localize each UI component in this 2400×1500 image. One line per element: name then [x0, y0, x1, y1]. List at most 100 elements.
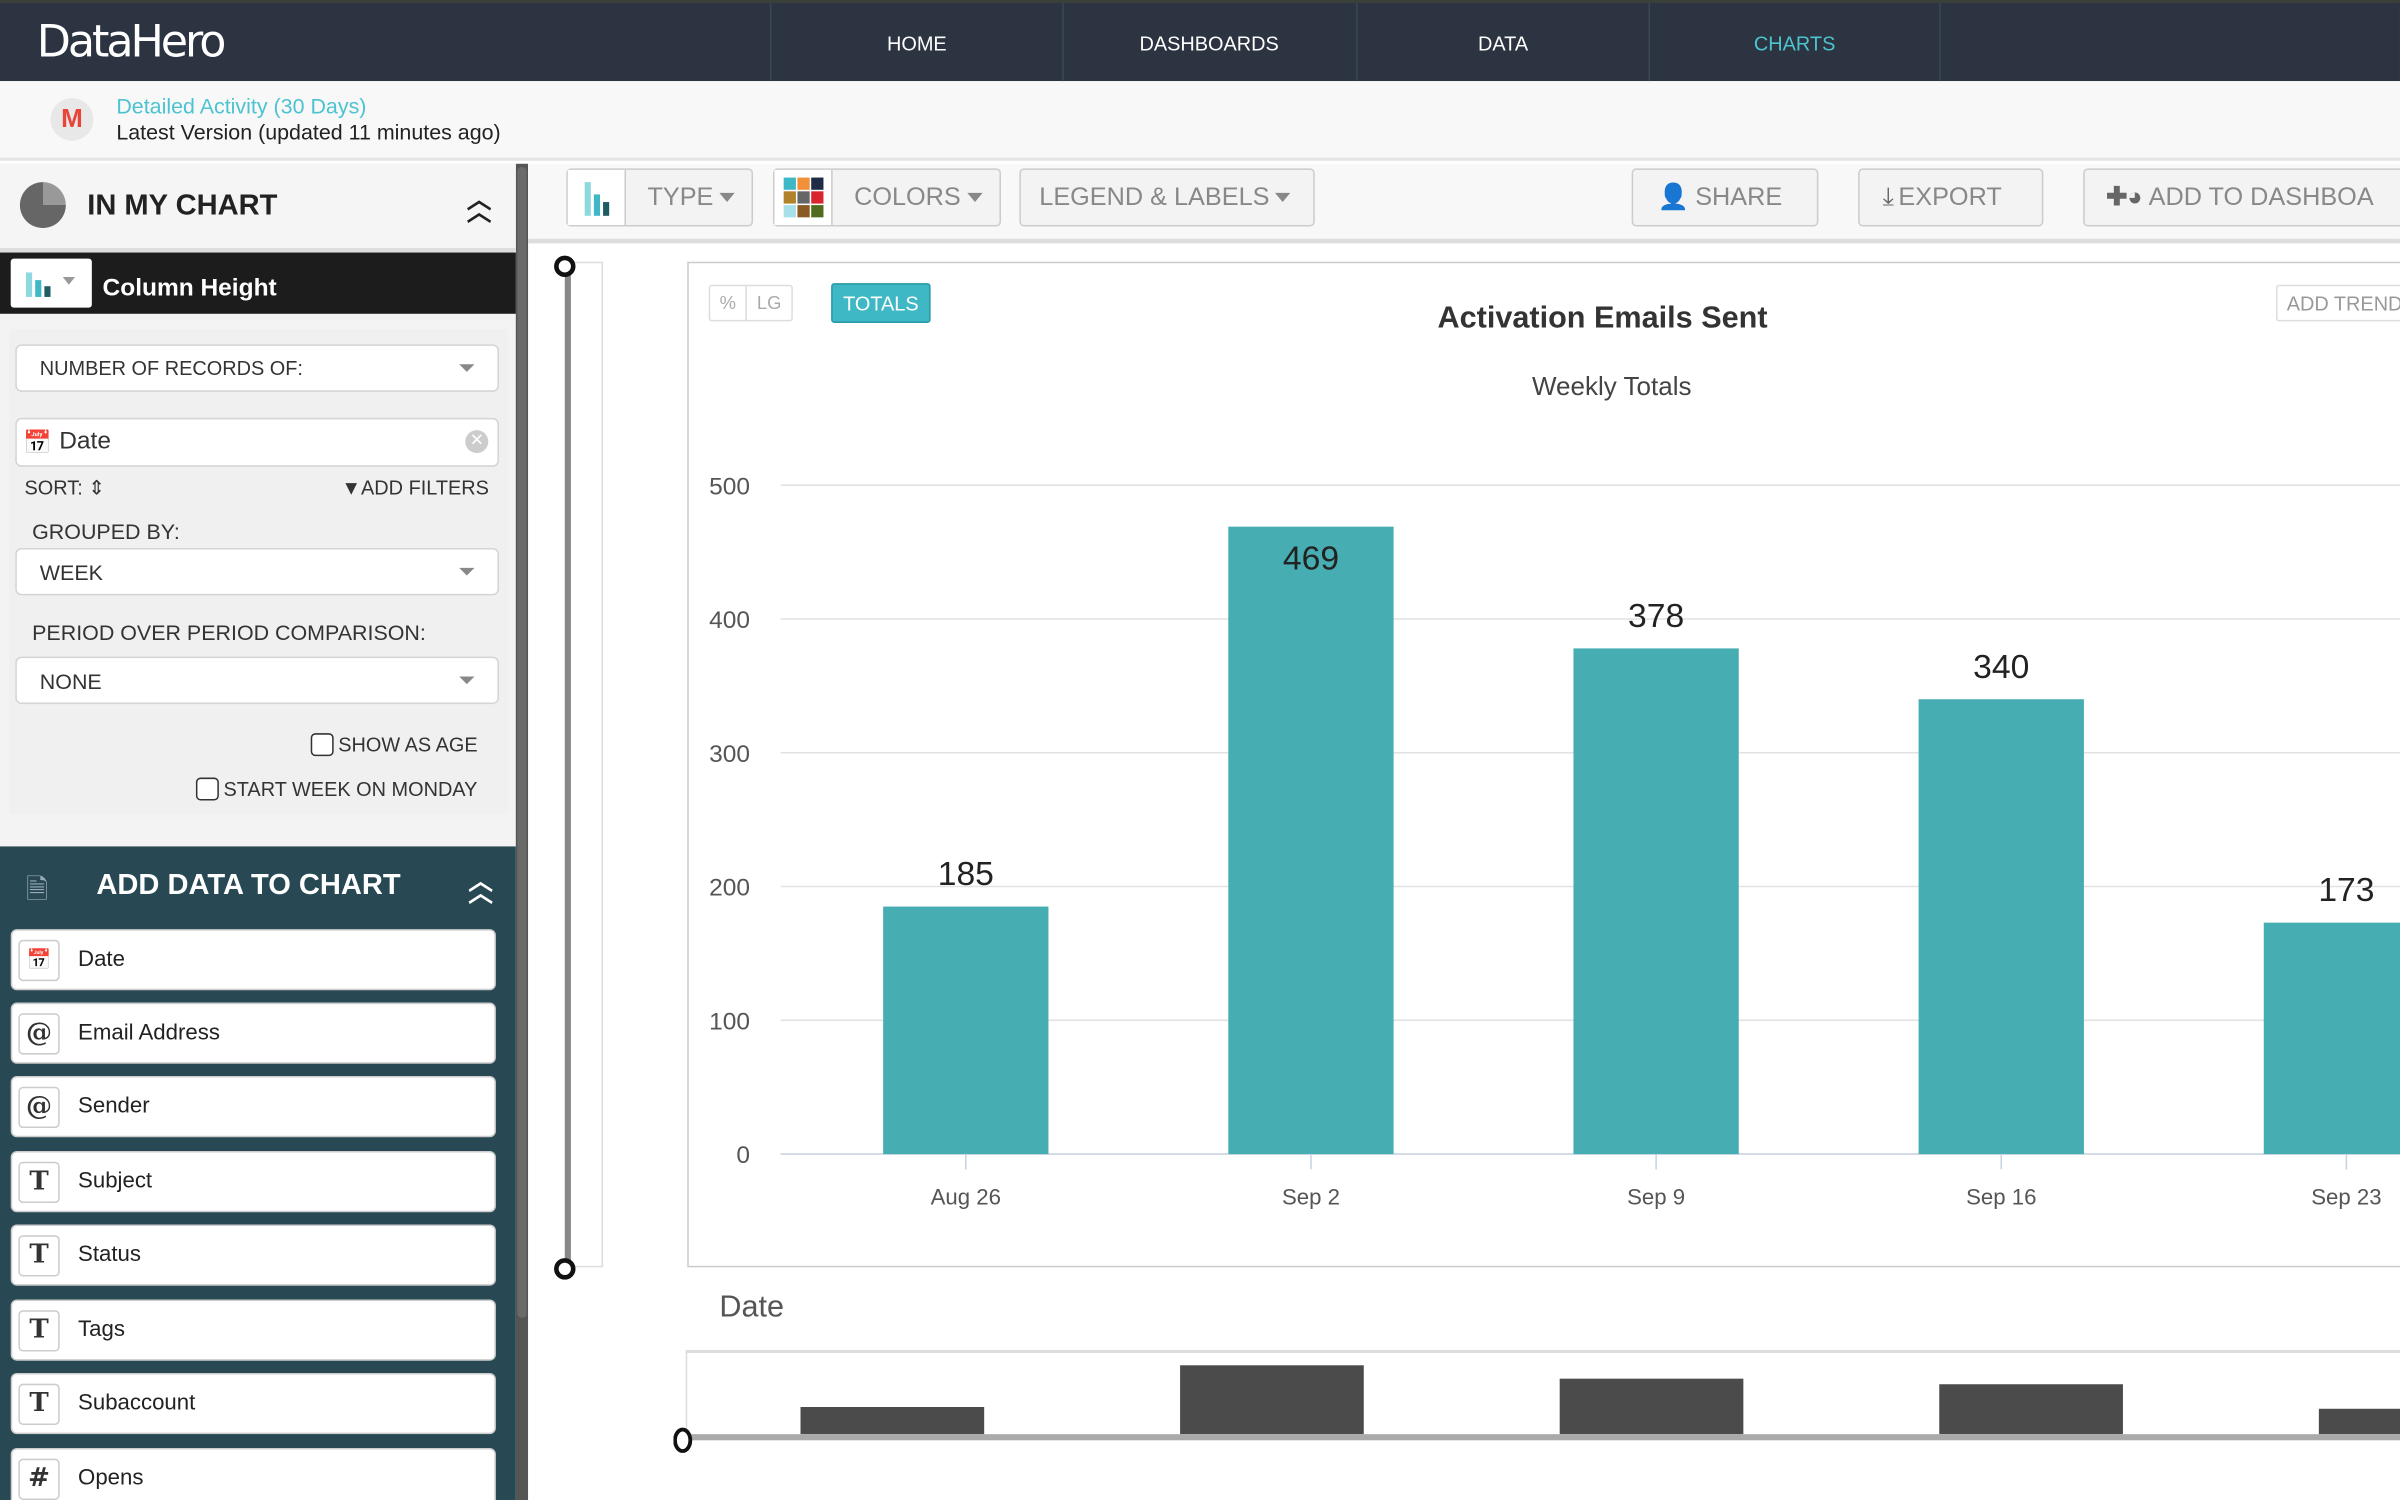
chevron-down-icon: [459, 364, 475, 372]
bar-chart-icon: [567, 169, 627, 225]
chart-title: Activation Emails Sent: [1437, 301, 1768, 336]
measure-value: NUMBER OF RECORDS OF:: [39, 356, 303, 380]
grouped-by-value: WEEK: [39, 559, 103, 584]
nav-dashboards[interactable]: DASHBOARDS: [1062, 3, 1354, 85]
vertical-range-slider[interactable]: [564, 267, 571, 1269]
data-label: 185: [938, 856, 994, 893]
add-filters-button[interactable]: ▼ADD FILTERS: [341, 476, 489, 499]
bar-chart: 0 100 200 300 400 500 Aug 26 185 Sep 2 469 Sep 9 37…: [709, 473, 2400, 1210]
field-item-date[interactable]: 📅 Date: [10, 929, 496, 991]
data-label: 340: [1973, 649, 2029, 686]
x-tick-label: Sep 9: [1627, 1185, 1685, 1210]
grouped-by-label: GROUPED BY:: [32, 518, 180, 544]
add-to-dashboard-button[interactable]: ✚◕ ADD TO DASHBOA: [2083, 168, 2400, 227]
export-label: EXPORT: [1898, 182, 2002, 211]
colors-label: COLORS: [854, 182, 961, 211]
dataset-header: [0, 81, 2400, 161]
plus-dashboard-icon: ✚◕: [2106, 183, 2143, 212]
caret-down-icon: [1275, 192, 1291, 203]
field-item-sender[interactable]: @ Sender: [10, 1076, 496, 1138]
dataset-link[interactable]: Detailed Activity (30 Days): [116, 93, 367, 118]
show-as-age-label: SHOW AS AGE: [338, 733, 478, 757]
export-button[interactable]: ⤓ EXPORT: [1858, 168, 2044, 227]
navigator-bar: [1939, 1384, 2123, 1435]
start-week-monday-label: START WEEK ON MONDAY: [223, 777, 478, 801]
start-week-monday-checkbox[interactable]: START WEEK ON MONDAY: [195, 777, 478, 801]
navigator-chart[interactable]: [673, 1347, 2400, 1469]
text-icon: T: [18, 1234, 60, 1276]
field-label: Tags: [78, 1317, 125, 1343]
chart-subtitle: Weekly Totals: [1531, 371, 1692, 402]
remove-field-icon[interactable]: ✕: [465, 430, 489, 454]
x-tick-label: Sep 16: [1966, 1185, 2036, 1210]
bar: [1573, 648, 1739, 1155]
measure-select[interactable]: NUMBER OF RECORDS OF:: [15, 344, 499, 392]
mandrill-logo-icon: M: [50, 97, 94, 141]
field-pill-date[interactable]: 📅 Date ✕: [15, 417, 499, 467]
navigator-label: Date: [719, 1290, 785, 1324]
y-tick-label: 500: [709, 473, 750, 500]
legend-labels-button[interactable]: LEGEND & LABELS: [1019, 168, 1315, 227]
column-height-title: Column Height: [102, 275, 277, 302]
chart-type-selector[interactable]: [10, 258, 92, 308]
collapse-chevron-icon[interactable]: ︿ ︿: [466, 188, 492, 227]
field-item-subaccount[interactable]: T Subaccount: [10, 1372, 496, 1435]
sort-arrows-icon: ⇕: [88, 476, 105, 499]
share-button[interactable]: 👤 SHARE: [1631, 168, 1819, 227]
y-tick-label: 300: [709, 741, 750, 768]
y-tick-label: 100: [709, 1008, 750, 1035]
y-tick-label: 200: [709, 875, 750, 902]
log-toggle[interactable]: LG: [745, 284, 793, 322]
nav-home[interactable]: HOME: [769, 3, 1062, 85]
y-tick-label: 400: [709, 607, 750, 634]
add-trend-button[interactable]: ADD TREND: [2276, 284, 2400, 322]
in-my-chart-header[interactable]: [0, 163, 516, 253]
field-item-subject[interactable]: T Subject: [10, 1151, 496, 1213]
navigator-frame: [685, 1349, 2400, 1442]
add-filters-label: ADD FILTERS: [361, 476, 489, 499]
vertical-slider-bottom-handle[interactable]: [554, 1258, 576, 1280]
navigator-bar: [2318, 1408, 2400, 1435]
percent-toggle[interactable]: %: [708, 284, 747, 322]
vertical-slider-top-handle[interactable]: [554, 255, 576, 278]
vertical-range-frame: [570, 261, 604, 1268]
collapse-chevron-icon[interactable]: ︿ ︿: [468, 869, 493, 908]
caret-down-icon: [719, 192, 735, 203]
type-button[interactable]: TYPE: [566, 168, 754, 227]
checkbox[interactable]: [195, 777, 219, 801]
pie-chart-icon: [19, 182, 66, 229]
field-label: Sender: [78, 1094, 150, 1119]
sort-control[interactable]: SORT: ⇕: [24, 476, 104, 500]
colors-button[interactable]: COLORS: [772, 168, 1002, 227]
grouped-by-select[interactable]: WEEK: [15, 547, 499, 596]
totals-toggle[interactable]: TOTALS: [831, 283, 931, 323]
bar-icon: [35, 280, 42, 297]
share-label: SHARE: [1695, 182, 1783, 211]
field-item-tags[interactable]: T Tags: [10, 1299, 496, 1361]
nav-data[interactable]: DATA: [1356, 3, 1648, 85]
nav-charts[interactable]: CHARTS: [1648, 3, 1941, 85]
field-item-email-address[interactable]: @ Email Address: [10, 1002, 496, 1064]
bar: [883, 906, 1049, 1155]
show-as-age-checkbox[interactable]: SHOW AS AGE: [310, 733, 478, 757]
field-item-opens[interactable]: # Opens: [10, 1447, 496, 1500]
pop-select[interactable]: NONE: [15, 656, 499, 705]
x-tick-label: Sep 23: [2311, 1185, 2381, 1210]
field-label: Subject: [78, 1169, 153, 1194]
at-icon: @: [18, 1012, 60, 1054]
user-add-icon: 👤: [1657, 182, 1690, 211]
navigator-left-handle[interactable]: [673, 1427, 693, 1453]
text-icon: T: [18, 1309, 60, 1351]
document-icon: 🗎: [26, 873, 49, 905]
calendar-icon: 📅: [18, 939, 60, 981]
field-label: Email Address: [78, 1020, 220, 1046]
sidebar-scroll-thumb[interactable]: [517, 166, 527, 1318]
dataset-version: Latest Version (updated 11 minutes ago): [116, 119, 501, 144]
checkbox[interactable]: [310, 733, 334, 757]
logo[interactable]: DataHero: [36, 15, 227, 68]
x-tick-label: Sep 2: [1282, 1185, 1340, 1210]
navigator-bar: [1559, 1378, 1744, 1435]
hash-icon: #: [18, 1457, 60, 1500]
field-item-status[interactable]: T Status: [10, 1224, 496, 1286]
data-label: 173: [2318, 872, 2374, 909]
